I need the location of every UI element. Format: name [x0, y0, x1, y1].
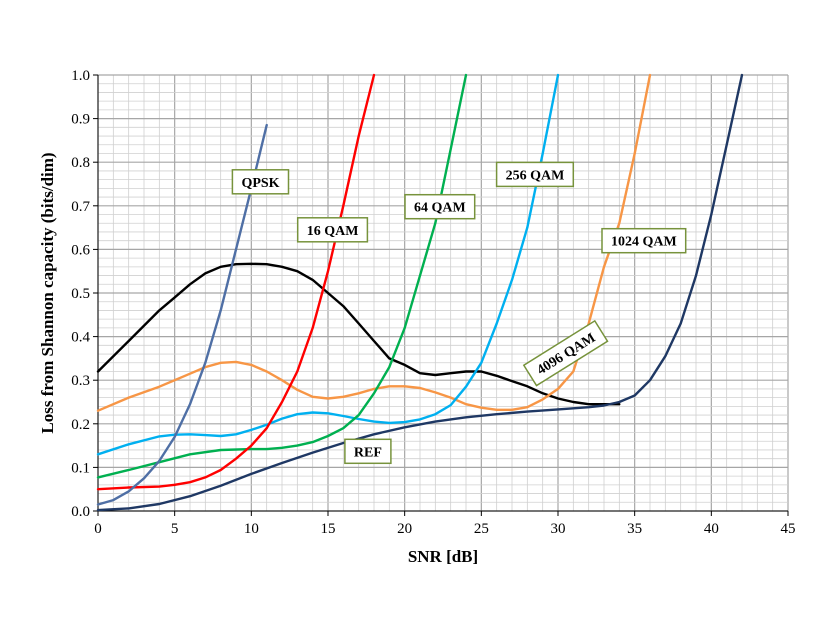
y-tick-label: 0.1	[71, 460, 90, 476]
series-line-4	[96, 73, 468, 479]
x-tick-label: 10	[244, 521, 259, 537]
series-line-5	[96, 73, 376, 491]
x-tick-label: 5	[171, 521, 179, 537]
x-axis-title: SNR [dB]	[408, 547, 478, 566]
callout-text: 16 QAM	[307, 224, 359, 239]
x-tick-label: 0	[94, 521, 102, 537]
y-tick-label: 0.7	[71, 199, 90, 215]
callout-text: 256 QAM	[506, 168, 565, 183]
callout-box	[296, 217, 369, 243]
series-line-7	[96, 73, 744, 512]
y-tick-label: 0.2	[71, 417, 90, 433]
callout-label: 1024 QAM	[601, 227, 687, 254]
series-line-6	[96, 123, 268, 506]
callout-text: REF	[354, 445, 382, 460]
x-tick-label: 20	[397, 521, 412, 537]
callout-label: REF	[344, 438, 392, 465]
series-line-1	[96, 262, 621, 406]
x-tick-label: 30	[551, 521, 566, 537]
y-tick-label: 1.0	[71, 68, 90, 84]
x-tick-label: 35	[627, 521, 642, 537]
callout-box	[404, 193, 476, 220]
x-tick-label: 25	[474, 521, 489, 537]
series-line-2	[96, 73, 652, 412]
y-tick-label: 0.6	[71, 242, 90, 258]
callout-box	[231, 169, 290, 195]
callout-text: QPSK	[241, 176, 279, 191]
y-tick-label: 0.9	[71, 112, 90, 128]
x-tick-label: 40	[704, 521, 719, 537]
axes	[93, 74, 789, 516]
tick-labels: 0 5 10 15 20 25 30 35 40 45 0.0 0.1 0.2 0.3 0.4 0.5 0.6 0…	[71, 68, 795, 537]
callout-box	[522, 319, 609, 387]
callout-label: 64 QAM	[404, 193, 476, 220]
callout-label: 256 QAM	[495, 161, 575, 188]
x-tick-label: 15	[321, 521, 336, 537]
callout-box	[344, 438, 392, 465]
y-tick-label: 0.3	[71, 373, 90, 389]
callout-text: 1024 QAM	[611, 235, 677, 250]
y-tick-label: 0.0	[71, 504, 90, 520]
callout-label: QPSK	[231, 169, 290, 195]
callout-text: 64 QAM	[414, 201, 466, 216]
y-tick-label: 0.5	[71, 286, 90, 302]
callout-label: 16 QAM	[296, 217, 369, 243]
y-tick-label: 0.8	[71, 155, 90, 171]
x-tick-label: 45	[781, 521, 796, 537]
callout-box	[495, 161, 575, 188]
series-line-3	[96, 73, 560, 456]
callout-box	[601, 227, 687, 254]
series-layer	[96, 73, 744, 512]
y-axis-title: Loss from Shannon capacity (bits/dim)	[38, 152, 57, 433]
y-tick-label: 0.4	[71, 330, 90, 346]
